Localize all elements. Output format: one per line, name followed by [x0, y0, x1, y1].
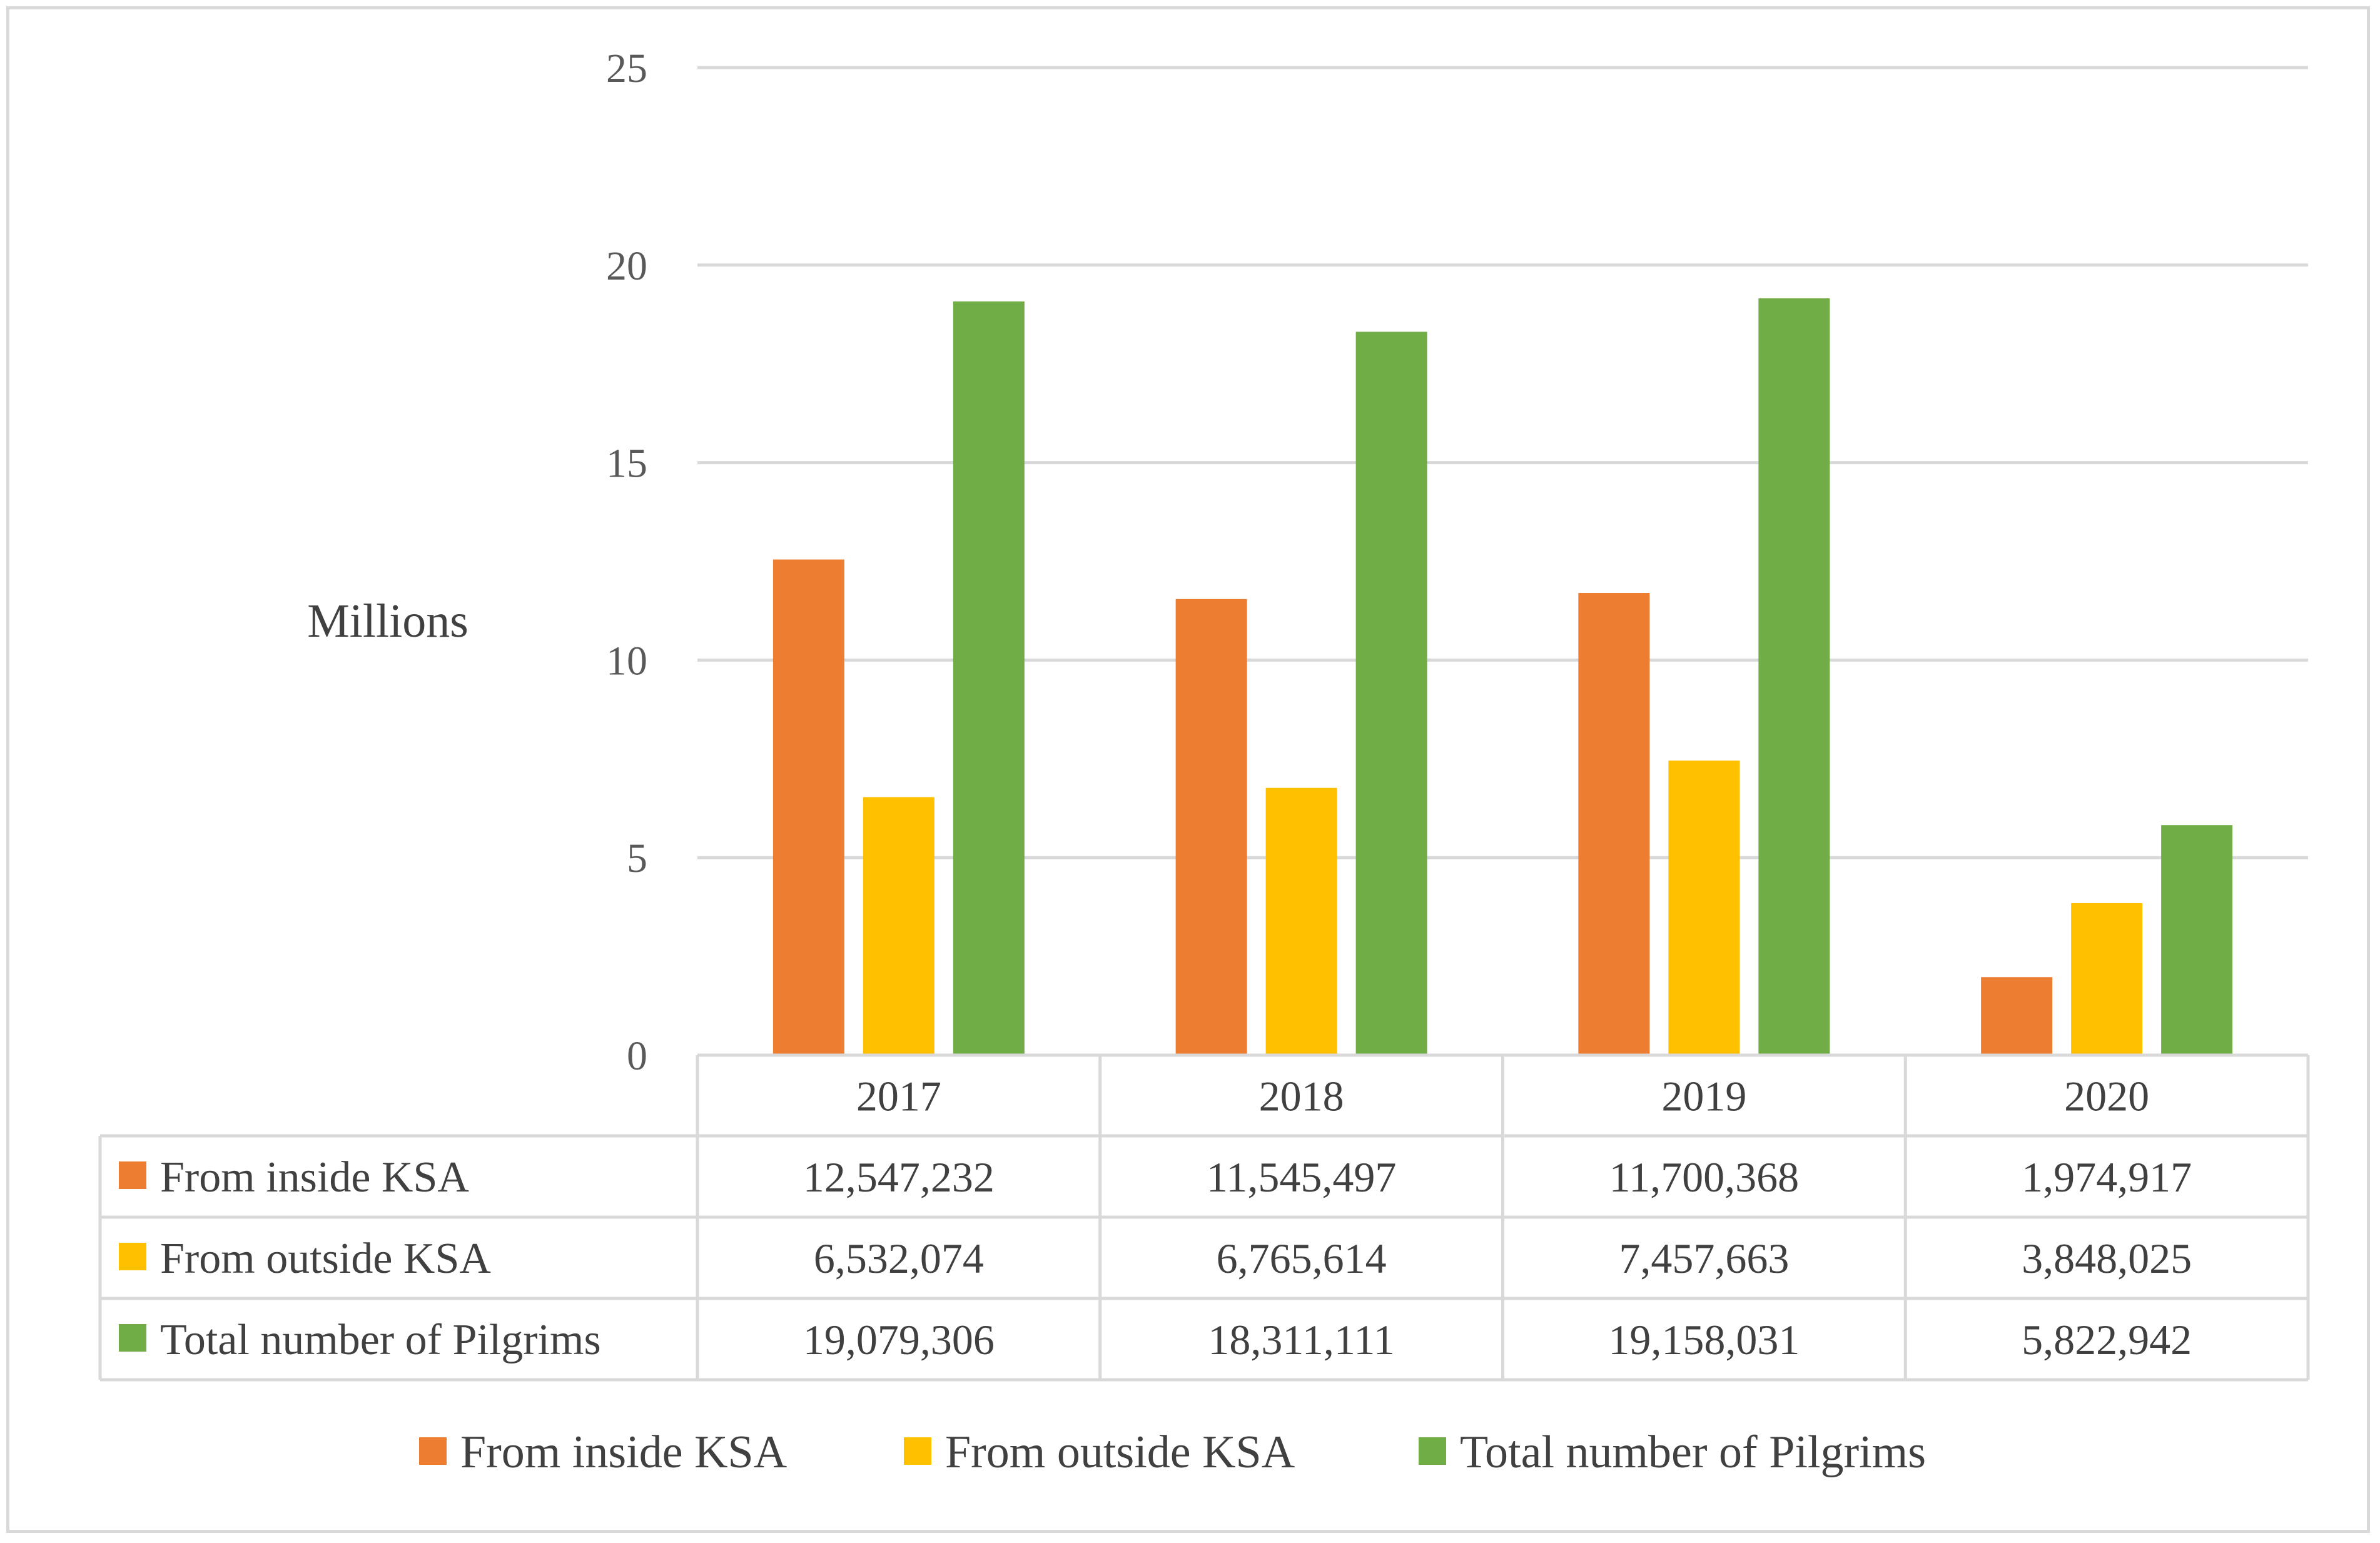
y-tick-label: 25 [606, 46, 647, 91]
category-label: 2018 [1259, 1073, 1344, 1120]
legend-key-3 [1419, 1437, 1446, 1465]
legend-key-1 [419, 1437, 447, 1465]
legend-label: From inside KSA [460, 1427, 787, 1478]
bar-4-series-2 [2071, 903, 2143, 1055]
data-table: 2017 2018 2019 2020 From inside KSA 12,547,23… [98, 1053, 2310, 1382]
y-axis-ticks: 0 5 10 15 20 25 [606, 46, 647, 1079]
y-tick-label: 15 [606, 441, 647, 487]
table-cell: 18,311,111 [1208, 1316, 1394, 1363]
legend-key-2 [904, 1437, 931, 1465]
y-tick-label: 10 [606, 638, 647, 684]
y-tick-label: 0 [627, 1033, 647, 1079]
table-cell: 5,822,942 [2022, 1316, 2192, 1363]
gridlines [697, 66, 2308, 859]
bar-4-series-3 [2161, 825, 2233, 1055]
bar-1-series-1 [772, 559, 844, 1055]
bars [772, 298, 2233, 1055]
bar-4-series-1 [1981, 977, 2053, 1055]
category-label: 2019 [1661, 1073, 1746, 1120]
bar-2-series-2 [1265, 787, 1337, 1055]
row-label: Total number of Pilgrims [160, 1316, 601, 1364]
bar-1-series-2 [863, 797, 934, 1055]
row-legend-key-1 [119, 1161, 146, 1189]
table-cell: 19,079,306 [803, 1316, 995, 1363]
y-tick-label: 20 [606, 243, 647, 289]
bar-3-series-1 [1578, 593, 1650, 1055]
bar-2-series-3 [1355, 331, 1427, 1055]
bar-2-series-1 [1175, 599, 1247, 1055]
bar-1-series-3 [953, 301, 1025, 1055]
table-cell: 11,700,368 [1609, 1153, 1799, 1201]
table-cell: 6,765,614 [1217, 1235, 1387, 1282]
legend-label: From outside KSA [945, 1427, 1295, 1478]
table-cell: 1,974,917 [2022, 1153, 2192, 1201]
table-cell: 6,532,074 [814, 1235, 984, 1282]
category-label: 2020 [2064, 1073, 2149, 1120]
legend-label: Total number of Pilgrims [1460, 1427, 1926, 1478]
y-tick-label: 5 [627, 836, 647, 881]
bar-3-series-3 [1758, 298, 1830, 1055]
table-cell: 19,158,031 [1608, 1316, 1800, 1363]
legend: From inside KSA From outside KSA Total num… [419, 1427, 1926, 1478]
row-legend-key-3 [119, 1324, 146, 1352]
row-label: From inside KSA [160, 1153, 469, 1202]
row-legend-key-2 [119, 1243, 146, 1270]
table-cell: 12,547,232 [803, 1153, 995, 1201]
table-cell: 3,848,025 [2022, 1235, 2192, 1282]
row-label: From outside KSA [160, 1235, 491, 1283]
table-cell: 7,457,663 [1619, 1235, 1789, 1282]
y-axis-label: Millions [307, 595, 468, 647]
table-cell: 11,545,497 [1207, 1153, 1396, 1201]
category-label: 2017 [856, 1073, 941, 1120]
bar-3-series-2 [1668, 760, 1740, 1055]
